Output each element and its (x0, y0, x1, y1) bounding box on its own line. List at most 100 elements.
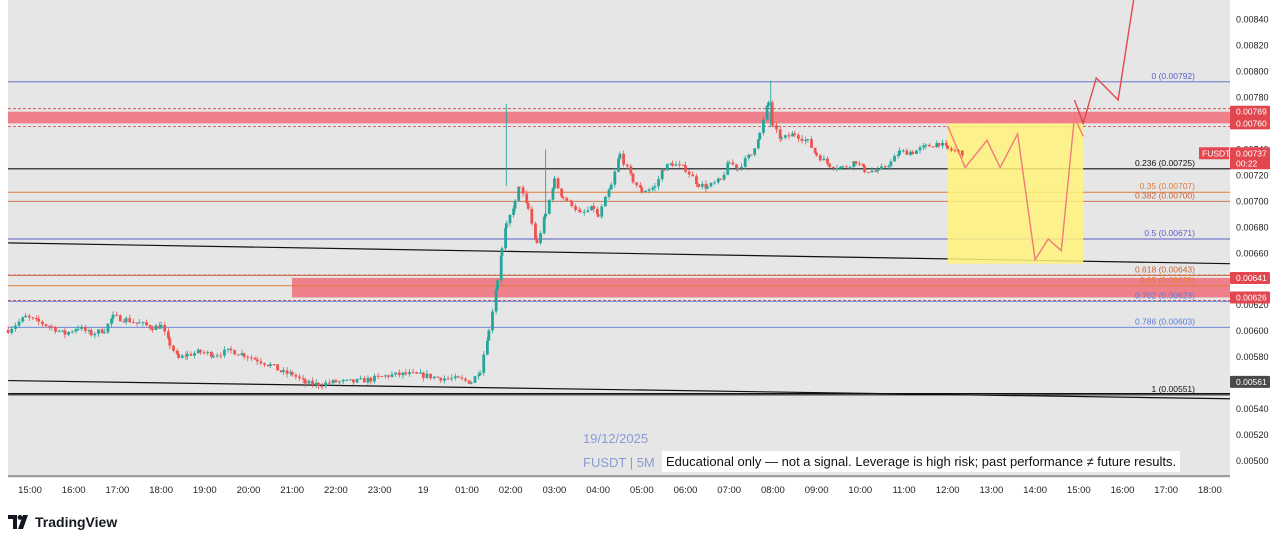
candle-body (810, 139, 813, 148)
candle-body (320, 386, 324, 388)
candle-body (272, 364, 276, 366)
price-axis-tick-label: 0.00600 (1236, 326, 1269, 336)
candle-body (303, 379, 307, 384)
candle-body (565, 198, 569, 201)
candle-body (813, 147, 817, 153)
candle-body (324, 382, 328, 387)
candle-body (561, 196, 565, 199)
candle-body (880, 166, 883, 170)
candle-body (276, 364, 280, 371)
price-axis-tick-label: 0.00840 (1236, 14, 1269, 24)
candle-body (901, 150, 905, 152)
candle-body (401, 372, 405, 376)
candle-body (716, 178, 720, 183)
price-axis[interactable] (1230, 0, 1280, 478)
candle-body (848, 166, 852, 168)
candle-body (586, 210, 590, 212)
fib-level-label: 0.236 (0.00725) (1135, 158, 1195, 168)
zone-rect (292, 277, 1230, 298)
candle-body (941, 142, 945, 146)
time-axis-tick-label: 16:00 (62, 485, 86, 496)
candle-body (780, 137, 784, 139)
candle-body (753, 148, 757, 155)
price-tag-label: 0.00641 (1236, 273, 1267, 283)
candle-body (518, 186, 521, 188)
price-axis-tick-label: 0.00620 (1236, 300, 1269, 310)
candle-body (893, 155, 896, 162)
candle-body (582, 211, 586, 213)
candle-body (259, 361, 263, 364)
candle-body (487, 330, 491, 341)
candle-body (411, 372, 415, 374)
candle-body (394, 372, 398, 375)
candle-body (17, 321, 21, 326)
candle-body (960, 150, 964, 156)
fib-level-label: 0 (0.00792) (1152, 71, 1196, 81)
time-axis-tick-label: 02:00 (499, 485, 523, 496)
candle-body (76, 328, 80, 330)
candle-body (574, 206, 577, 211)
price-axis-tick-label: 0.00540 (1236, 404, 1269, 414)
candle-body (37, 318, 41, 322)
candle-body (681, 164, 685, 166)
candle-body (534, 223, 537, 240)
candle-body (467, 380, 471, 384)
candle-body (547, 199, 551, 214)
candle-body (122, 321, 126, 323)
time-axis-tick-label: 01:00 (455, 485, 479, 496)
candle-body (253, 357, 257, 360)
time-axis-tick-label: 11:00 (892, 485, 915, 496)
time-axis-tick-label: 17:00 (1154, 485, 1178, 496)
candle-body (93, 333, 97, 336)
candle-body (949, 148, 953, 151)
watermark-date: 19/12/2025 (583, 431, 648, 446)
candle-body (345, 379, 349, 381)
candle-body (499, 255, 503, 281)
candle-body (660, 169, 664, 180)
time-axis[interactable] (8, 478, 1230, 500)
candle-body (380, 376, 384, 378)
candle-body (89, 330, 93, 336)
candle-body (876, 169, 880, 172)
candle-body (944, 142, 948, 146)
candle-body (691, 174, 695, 177)
price-axis-tick-label: 0.00520 (1236, 430, 1269, 440)
candle-body (366, 377, 370, 383)
candle-body (762, 119, 765, 133)
candle-body (233, 350, 237, 355)
candle-body (397, 372, 401, 376)
candle-body (756, 139, 760, 149)
candle-body (617, 158, 620, 172)
candle-body (863, 166, 867, 173)
candle-body (268, 364, 272, 367)
candle-body (858, 163, 861, 165)
candle-body (464, 378, 467, 381)
candle-body (21, 317, 25, 322)
candle-body (736, 167, 740, 169)
candle-body (544, 213, 548, 217)
candle-body (931, 146, 935, 148)
fib-level-label: 0.5 (0.00671) (1144, 228, 1195, 238)
last-price-tag (1230, 147, 1270, 170)
candle-body (861, 163, 865, 167)
candle-body (914, 150, 918, 154)
candle-body (35, 318, 38, 320)
candle-body (928, 144, 931, 147)
tradingview-logo-text: TradingView (35, 514, 118, 530)
candle-body (184, 355, 188, 357)
price-axis-tick-label: 0.00800 (1236, 66, 1269, 76)
candle-body (150, 328, 154, 330)
candle-body (255, 359, 259, 362)
fib-level-label: 0.35 (0.00707) (1140, 181, 1195, 191)
time-axis-tick-label: 08:00 (761, 485, 785, 496)
candle-body (806, 139, 810, 141)
time-axis-tick-label: 18:00 (1198, 485, 1222, 496)
time-axis-tick-label: 22:00 (324, 485, 348, 496)
candle-body (172, 345, 175, 351)
candle-body (592, 206, 596, 209)
candle-body (491, 311, 494, 331)
price-axis-tick-label: 0.00680 (1236, 222, 1269, 232)
time-axis-tick-label: 09:00 (805, 485, 829, 496)
candle-body (24, 315, 28, 318)
